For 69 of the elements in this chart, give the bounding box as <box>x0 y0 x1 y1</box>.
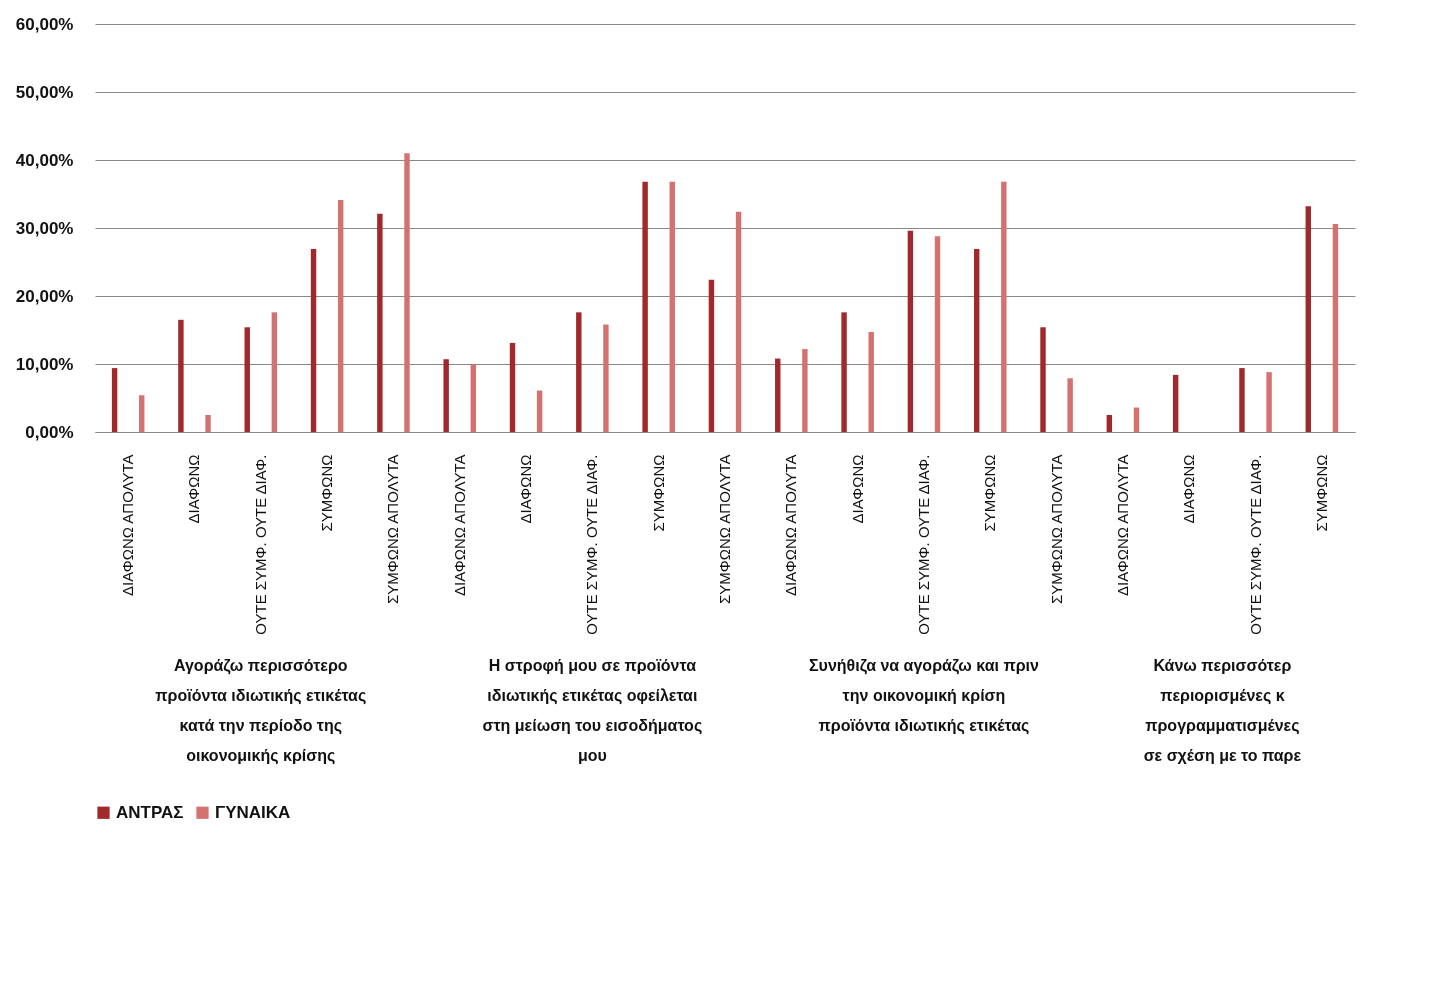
y-tick-label: 10,00% <box>15 354 74 374</box>
text: Συνήθιζα να αγοράζω και πριν την οικονομική κρίση προϊόντα ιδιωτικής ετικέτας <box>809 657 1039 735</box>
bar <box>642 181 648 432</box>
bar <box>536 390 543 432</box>
bar <box>139 395 145 432</box>
bar <box>443 359 449 432</box>
bar <box>310 249 317 432</box>
x-tick-label: ΔΙΑΦΩΝΩ ΑΠΟΛΥΤΑ <box>782 454 800 597</box>
bar <box>1067 378 1073 432</box>
x-tick-label: ΔΙΑΦΩΝΩ ΑΠΟΛΥΤΑ <box>1113 454 1131 597</box>
legend-label: ΓΥΝΑΙΚΑ <box>215 802 291 822</box>
bar <box>603 324 609 432</box>
bar <box>205 415 211 432</box>
x-tick-label: ΔΙΑΦΩΝΩ ΑΠΟΛΥΤΑ <box>119 454 137 597</box>
x-tick-label: ΔΙΑΦΩΝΩ <box>848 454 866 524</box>
x-tick-label: ΔΙΑΦΩΝΩ <box>185 454 203 524</box>
x-tick-label: ΣΥΜΦΩΝΩ ΑΠΟΛΥΤΑ <box>384 454 402 605</box>
bar <box>244 327 250 432</box>
text: Η στροφή μου σε προϊόντα ιδιωτικής ετικέτας οφείλεται στη μείωση του εισοδήματος μου <box>482 657 703 764</box>
x-tick-label: ΟΥΤΕ ΣΥΜΦ. ΟΥΤΕ ΔΙΑΦ. <box>251 454 269 635</box>
bar <box>1172 374 1179 432</box>
bar <box>973 249 980 432</box>
x-tick-label: ΔΙΑΦΩΝΩ <box>1180 454 1198 524</box>
bar <box>669 181 675 432</box>
x-tick-label: ΣΥΜΦΩΝΩ <box>981 454 999 532</box>
y-tick-label: 0,00% <box>25 422 74 442</box>
bar <box>470 364 477 432</box>
bar <box>1332 223 1339 432</box>
bar <box>271 312 278 432</box>
bar <box>1106 415 1113 432</box>
x-tick-label: ΣΥΜΦΩΝΩ ΑΠΟΛΥΤΑ <box>716 454 733 605</box>
bar <box>337 200 344 432</box>
bar <box>1239 368 1245 432</box>
bar <box>708 279 715 432</box>
y-tick-label: 50,00% <box>15 82 74 102</box>
legend-label: ΑΝΤΡΑΣ <box>116 802 184 822</box>
text: Κάνω περισσότερ περιορισμένες κ προγραμματισμένες σε σχέση με το παρε <box>1143 657 1302 764</box>
bar <box>907 230 914 432</box>
y-tick-label: 30,00% <box>15 218 74 238</box>
bar <box>735 211 742 432</box>
bar <box>509 342 516 432</box>
y-tick-label: 60,00% <box>15 14 74 34</box>
x-tick-label: ΔΙΑΦΩΝΩ <box>517 454 535 524</box>
bar <box>576 312 582 432</box>
bar <box>802 349 808 432</box>
bar <box>775 358 781 432</box>
bar <box>404 153 410 432</box>
bar <box>111 368 118 432</box>
bar <box>377 213 383 432</box>
x-tick-label: ΟΥΤΕ ΣΥΜΦ. ΟΥΤΕ ΔΙΑΦ. <box>1246 454 1264 635</box>
text: Αγοράζω περισσότερο προϊόντα ιδιωτικής ετικέτας κατά την περίοδο της οικονομικής κρίσης <box>155 657 367 765</box>
x-tick-label: ΣΥΜΦΩΝΩ <box>318 454 336 532</box>
x-tick-label: ΣΥΜΦΩΝΩ <box>649 454 667 532</box>
bar <box>868 332 874 432</box>
y-tick-label: 40,00% <box>15 150 74 170</box>
bar <box>841 312 847 432</box>
x-tick-label: ΣΥΜΦΩΝΩ ΑΠΟΛΥΤΑ <box>1047 454 1065 605</box>
x-tick-label: ΟΥΤΕ ΣΥΜΦ. ΟΥΤΕ ΔΙΑΦ. <box>914 454 932 635</box>
x-tick-label: ΣΥΜΦΩΝΩ <box>1312 454 1330 532</box>
bar <box>1040 327 1046 432</box>
y-tick-label: 20,00% <box>15 286 74 306</box>
x-tick-label: ΔΙΑΦΩΝΩ ΑΠΟΛΥΤΑ <box>450 454 468 597</box>
bar <box>1001 181 1007 432</box>
bar <box>934 236 941 432</box>
x-tick-label: ΟΥΤΕ ΣΥΜΦ. ΟΥΤΕ ΔΙΑΦ. <box>583 454 601 635</box>
bar <box>178 319 184 432</box>
bar <box>1133 407 1140 432</box>
bar <box>1305 206 1311 432</box>
bar <box>1266 372 1272 432</box>
